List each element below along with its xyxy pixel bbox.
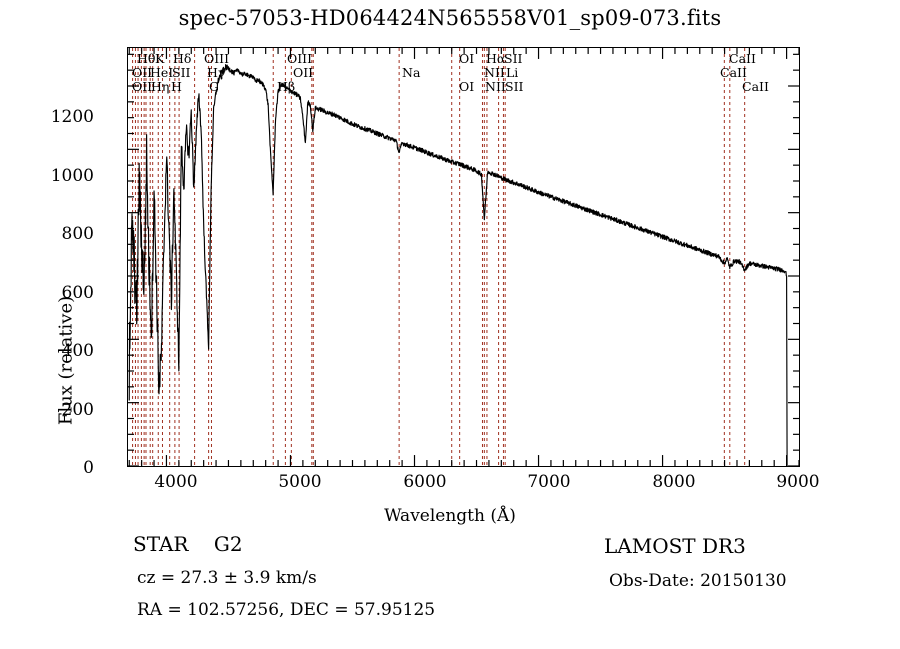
spectral-line-label: NII	[485, 79, 506, 94]
spectrum-trace	[129, 65, 787, 466]
y-tick-label: 1000	[50, 166, 94, 186]
footer-obs-date: Obs-Date: 20150130	[609, 571, 787, 591]
spectral-line-label: NII	[484, 65, 505, 80]
spectral-line-label: Hθ	[137, 51, 156, 66]
spectral-line-label: CaII	[742, 79, 769, 94]
x-tick-label: 4000	[154, 472, 198, 492]
spectral-line-label: H	[171, 79, 182, 94]
y-axis-title: Flux (relative)	[55, 295, 77, 426]
footer-object-type: STAR	[133, 532, 189, 556]
footer-spectral-class: G2	[213, 532, 243, 556]
spectral-line-label: OII	[132, 79, 153, 94]
x-tick-label: 7000	[527, 472, 571, 492]
spectral-line-label: CaII	[720, 65, 747, 80]
line-marker-group	[133, 48, 745, 466]
y-tick-label: 200	[61, 400, 94, 420]
spectral-line-label: OII	[293, 65, 314, 80]
spectral-line-label: OIII	[204, 51, 230, 66]
spectral-line-label: Hβ	[277, 79, 296, 94]
spectral-line-label: SII	[172, 65, 191, 80]
y-axis-title-wrap: Flux (relative)	[34, 160, 77, 425]
spectral-line-label: Li	[506, 65, 519, 80]
x-axis-title: Wavelength (Å)	[384, 506, 516, 526]
spectral-line-label: OI	[459, 51, 475, 66]
spectral-line-label: Hη	[151, 79, 170, 94]
footer-survey: LAMOST DR3	[604, 534, 746, 558]
spectral-line-label: HeI	[150, 65, 174, 80]
spectral-line-label: Hδ	[173, 51, 192, 66]
spectral-line-label: K	[155, 51, 165, 66]
spectral-line-label: SII	[504, 51, 523, 66]
axis-tick-marks	[128, 48, 799, 466]
spectral-line-label: CaII	[729, 51, 756, 66]
footer-coordinates: RA = 102.57256, DEC = 57.95125	[137, 600, 436, 620]
x-tick-label: 8000	[652, 472, 696, 492]
spectrum-plot: Hθ K Hδ OIII OIII OI Hα SII CaII OII HeI SII Hγ OII Na…	[127, 47, 800, 467]
y-tick-label: 1200	[50, 107, 94, 127]
spectral-line-label: Hα	[486, 51, 506, 66]
page-title: spec-57053-HD064424N565558V01_sp09-073.f…	[178, 6, 722, 30]
spectral-line-label: G	[209, 79, 219, 94]
spectrum-svg	[128, 48, 799, 466]
y-tick-label: 800	[61, 224, 94, 244]
spectral-line-label: SII	[505, 79, 524, 94]
spectral-line-label: OII	[132, 65, 153, 80]
y-tick-label: 400	[61, 341, 94, 361]
y-tick-label: 0	[83, 458, 94, 478]
spectral-line-label: Hγ	[207, 65, 226, 80]
footer-cz: cz = 27.3 ± 3.9 km/s	[137, 568, 317, 588]
x-tick-label: 9000	[776, 472, 820, 492]
x-tick-label: 6000	[403, 472, 447, 492]
spectral-line-label: Na	[402, 65, 421, 80]
spectral-line-label: OIII	[287, 51, 313, 66]
footer-object-line: STAR G2	[133, 532, 243, 556]
x-tick-label: 5000	[278, 472, 322, 492]
spectral-line-label: OI	[459, 79, 475, 94]
y-tick-label: 600	[61, 283, 94, 303]
